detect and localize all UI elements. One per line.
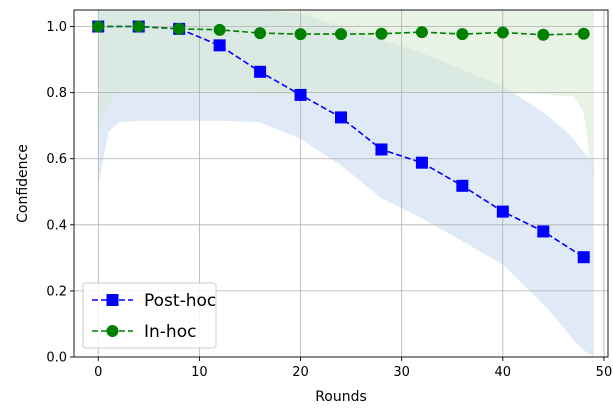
- in-hoc-point: [294, 28, 307, 41]
- in-hoc-point: [254, 27, 267, 40]
- in-hoc-point: [577, 27, 590, 40]
- in-hoc-point: [375, 27, 388, 40]
- post-hoc-point: [496, 205, 509, 218]
- legend: Post-hoc In-hoc: [82, 282, 217, 349]
- x-tick-label: 40: [495, 365, 512, 380]
- in-hoc-legend-marker: [106, 325, 119, 337]
- in-hoc-point: [132, 20, 145, 33]
- in-hoc-point: [456, 28, 469, 41]
- y-tick-label: 0.2: [46, 284, 67, 299]
- in-hoc-point: [92, 20, 105, 33]
- post-hoc-point: [537, 225, 550, 238]
- confidence-bands: [98, 10, 594, 357]
- x-axis-label: Rounds: [315, 389, 367, 405]
- post-hoc-point: [415, 156, 428, 169]
- axes-frame: [73, 9, 609, 358]
- post-hoc-point: [335, 111, 347, 124]
- in-hoc-point: [213, 23, 226, 36]
- x-tick-label: 50: [596, 365, 613, 380]
- y-axis-label: Confidence: [15, 144, 31, 223]
- in-hoc-point: [173, 22, 186, 35]
- in-hoc-point: [537, 28, 550, 41]
- post-hoc-point: [456, 179, 469, 192]
- in-hoc-band: [98, 10, 594, 186]
- post-hoc-band: [98, 10, 594, 357]
- in-hoc-point: [496, 26, 509, 39]
- post-hoc-legend-marker: [106, 294, 119, 306]
- x-tick-label: 20: [292, 365, 309, 380]
- legend-label-post-hoc: Post-hoc: [144, 291, 216, 311]
- x-ticks: 0 10 20 30 40 50: [94, 357, 612, 380]
- in-hoc-point: [335, 28, 347, 41]
- x-tick-label: 30: [393, 365, 410, 380]
- in-hoc-point: [415, 26, 428, 39]
- post-hoc-point: [213, 39, 226, 52]
- y-tick-label: 0.8: [46, 86, 67, 101]
- y-tick-label: 0.0: [46, 351, 67, 366]
- series-markers: [92, 20, 590, 264]
- y-tick-label: 0.4: [46, 218, 67, 233]
- x-tick-label: 0: [94, 365, 102, 380]
- post-hoc-point: [375, 143, 388, 156]
- x-tick-label: 10: [191, 365, 208, 380]
- y-tick-label: 1.0: [46, 20, 67, 35]
- post-hoc-point: [294, 88, 307, 101]
- y-ticks: 0.0 0.2 0.4 0.6 0.8 1.0: [46, 20, 74, 366]
- legend-label-in-hoc: In-hoc: [144, 322, 196, 342]
- post-hoc-point: [577, 251, 590, 264]
- y-tick-label: 0.6: [46, 152, 67, 167]
- post-hoc-point: [254, 65, 267, 78]
